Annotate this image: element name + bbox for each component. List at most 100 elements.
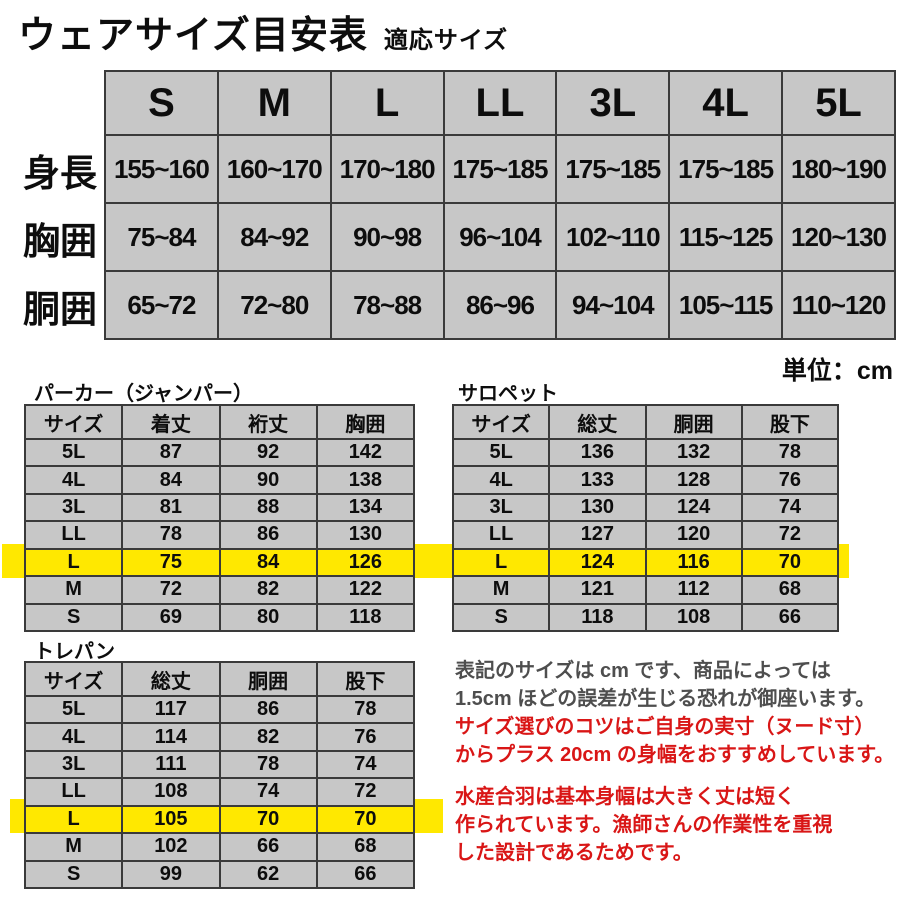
parka-table-title: パーカー（ジャンパー）	[34, 383, 253, 405]
column-header-cell: S	[104, 70, 219, 136]
parka-table: サイズ 着丈 裄丈 胸囲 5L 87 92 142 4L 84 90 138 3L 81 88 134 LL 78…	[23, 404, 416, 633]
main-row-label-waist: 胴囲	[23, 289, 97, 330]
table-row: S M L LL 3L 4L 5L	[104, 70, 896, 136]
data-cell: 78	[740, 437, 840, 468]
trepan-table: サイズ 総丈 胴囲 股下 5L 117 86 78 4L 114 82 76 3L 111 78 74 LL 10…	[23, 661, 416, 890]
data-cell: 82	[218, 722, 318, 752]
data-cell: S	[23, 602, 124, 633]
salopette-table-title: サロペット	[458, 383, 558, 405]
data-cell: 133	[548, 465, 647, 495]
data-cell: 99	[121, 859, 221, 890]
table-row: 5L 87 92 142	[23, 437, 416, 468]
unit-label: 単位：cm	[781, 357, 893, 385]
data-cell: 155~160	[104, 134, 219, 204]
data-cell: M	[451, 575, 551, 605]
data-cell: 102~110	[555, 202, 671, 272]
data-cell: 62	[218, 859, 318, 890]
column-header-cell: 胴囲	[218, 661, 318, 697]
table-row: LL 108 74 72	[23, 777, 416, 807]
column-header-cell: サイズ	[23, 661, 124, 697]
data-cell: 112	[644, 575, 743, 605]
data-cell: 4L	[451, 465, 551, 495]
data-cell: 88	[218, 492, 318, 523]
data-cell: 70	[740, 547, 840, 578]
data-cell: 4L	[23, 722, 124, 752]
note-line: 表記のサイズは cm です、商品によっては	[455, 660, 831, 682]
trepan-table-title: トレパン	[34, 641, 115, 663]
data-cell: 68	[740, 575, 840, 605]
table-row: M 121 112 68	[451, 575, 840, 605]
data-cell: 68	[315, 832, 416, 862]
column-header-cell: 4L	[668, 70, 784, 136]
data-cell: 66	[218, 832, 318, 862]
data-cell: 142	[315, 437, 416, 468]
data-cell: 74	[315, 749, 416, 780]
data-cell: 86	[218, 520, 318, 550]
data-cell: 72	[740, 520, 840, 550]
table-row: 3L 111 78 74	[23, 749, 416, 780]
note-line: サイズ選びのコツはご自身の実寸（ヌード寸）	[455, 716, 875, 738]
data-cell: 5L	[23, 437, 124, 468]
data-cell: 5L	[23, 694, 124, 725]
main-row-label-height: 身長	[23, 153, 97, 194]
data-cell: 84	[121, 465, 221, 495]
column-header-cell: 裄丈	[218, 404, 318, 440]
data-cell: 4L	[23, 465, 124, 495]
data-cell: 160~170	[216, 134, 332, 204]
data-cell: 130	[548, 492, 647, 523]
table-row: M 72 82 122	[23, 575, 416, 605]
data-cell: 117	[121, 694, 221, 725]
data-cell: 92	[218, 437, 318, 468]
data-cell: 122	[315, 575, 416, 605]
data-cell: S	[451, 602, 551, 633]
column-header-cell: サイズ	[451, 404, 551, 440]
table-row: 75~84 84~92 90~98 96~104 102~110 115~125 120~1…	[104, 202, 896, 272]
data-cell: 116	[644, 547, 743, 578]
data-cell: 118	[315, 602, 416, 633]
data-cell: 72~80	[216, 270, 332, 340]
data-cell: 175~185	[555, 134, 671, 204]
data-cell: L	[451, 547, 551, 578]
data-cell: 126	[315, 547, 416, 578]
data-cell: 87	[121, 437, 221, 468]
note-line: からプラス 20cm の身幅をおすすめしています。	[455, 744, 895, 766]
note-line: 水産合羽は基本身幅は大きく丈は短く	[455, 786, 795, 808]
column-header-cell: 胴囲	[644, 404, 743, 440]
data-cell: 78	[315, 694, 416, 725]
main-size-table: S M L LL 3L 4L 5L 155~160 160~170 170~180 175~185 1…	[104, 70, 896, 340]
data-cell: 3L	[23, 749, 124, 780]
data-cell: 84	[218, 547, 318, 578]
column-header-cell: 3L	[555, 70, 671, 136]
data-cell: 105~115	[668, 270, 784, 340]
data-cell: 102	[121, 832, 221, 862]
data-cell: L	[23, 804, 124, 835]
table-row: S 118 108 66	[451, 602, 840, 633]
table-row: S 69 80 118	[23, 602, 416, 633]
data-cell: 90	[218, 465, 318, 495]
table-row: 4L 84 90 138	[23, 465, 416, 495]
data-cell: 175~185	[668, 134, 784, 204]
table-row: 3L 81 88 134	[23, 492, 416, 523]
table-row: 4L 114 82 76	[23, 722, 416, 752]
data-cell: 132	[644, 437, 743, 468]
data-cell: 81	[121, 492, 221, 523]
data-cell: 3L	[23, 492, 124, 523]
data-cell: 124	[644, 492, 743, 523]
column-header-cell: 股下	[740, 404, 840, 440]
table-row: サイズ 総丈 胴囲 股下	[23, 661, 416, 697]
data-cell: 76	[740, 465, 840, 495]
table-row: 4L 133 128 76	[451, 465, 840, 495]
table-row: S 99 62 66	[23, 859, 416, 890]
column-header-cell: 総丈	[121, 661, 221, 697]
data-cell: 65~72	[104, 270, 219, 340]
data-cell: LL	[451, 520, 551, 550]
data-cell: 66	[315, 859, 416, 890]
data-cell: 69	[121, 602, 221, 633]
table-row-highlighted: L 75 84 126	[23, 547, 416, 578]
column-header-cell: 総丈	[548, 404, 647, 440]
data-cell: 70	[218, 804, 318, 835]
data-cell: LL	[23, 520, 124, 550]
data-cell: 130	[315, 520, 416, 550]
data-cell: 114	[121, 722, 221, 752]
